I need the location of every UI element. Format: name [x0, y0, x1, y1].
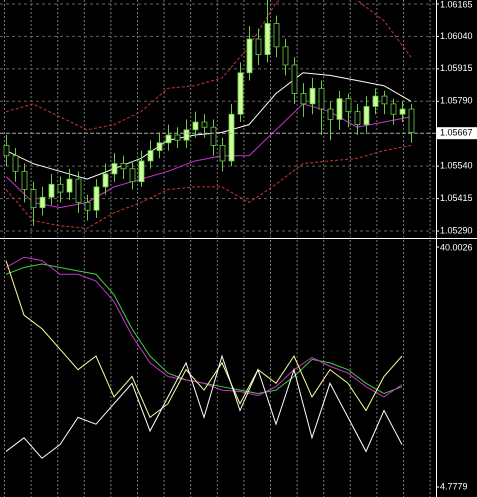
candle-body	[84, 202, 91, 211]
y-tick-label: 1.05290	[440, 225, 473, 235]
y-tick-label: 40.0026	[440, 242, 473, 252]
candle-body	[372, 95, 379, 107]
candle-body	[138, 160, 145, 183]
candle-body	[129, 168, 136, 183]
candle-body	[228, 113, 235, 162]
candle-body	[102, 173, 109, 188]
candle-body	[21, 170, 28, 190]
candle-body	[345, 98, 352, 113]
y-tick-label: 1.06040	[440, 31, 473, 41]
candle-body	[408, 108, 415, 133]
candle-body	[183, 129, 190, 141]
candle-body	[48, 183, 55, 198]
candle-body	[210, 126, 217, 146]
y-tick-label: 1.05790	[440, 96, 473, 106]
y-tick-label: 1.06165	[440, 0, 473, 9]
pane	[0, 0, 436, 232]
y-tick-label: 1.05415	[440, 193, 473, 203]
current-price-box	[437, 127, 477, 140]
candle-body	[57, 183, 64, 193]
pane	[5, 256, 403, 459]
candle-body	[93, 186, 100, 211]
y-tick-label: 1.05915	[440, 63, 473, 73]
candle-body	[237, 72, 244, 115]
candle-body	[192, 121, 199, 131]
candle-body	[174, 134, 181, 141]
candle-body	[156, 142, 163, 151]
candle-body	[75, 178, 82, 203]
candle-body	[291, 64, 298, 94]
candle-body	[246, 38, 253, 74]
candle-body	[354, 111, 361, 126]
candle-body	[219, 144, 226, 162]
candle-body	[381, 95, 388, 105]
indicator-line	[5, 256, 403, 398]
candle-body	[201, 121, 208, 128]
candle-body	[363, 106, 370, 126]
candle-body	[318, 87, 325, 110]
candle-body	[120, 163, 127, 170]
candle-body	[165, 134, 172, 144]
candle-body	[39, 196, 46, 209]
indicator-line	[5, 144, 412, 229]
candle-body	[300, 93, 307, 105]
candle-body	[282, 46, 289, 66]
indicator-line	[5, 103, 412, 209]
indicator-line	[5, 72, 412, 180]
candle-body	[66, 178, 73, 193]
candle-body	[309, 87, 316, 105]
indicator-line	[5, 0, 412, 131]
candle-body	[255, 38, 262, 55]
y-tick-label: 4.7779	[440, 481, 468, 491]
candle-body	[147, 150, 154, 162]
candle-body	[12, 155, 19, 172]
current-price-label: 1.05667	[440, 128, 473, 138]
candle-body	[327, 108, 334, 120]
vertical-grid	[0, 0, 436, 237]
candle-body	[3, 144, 10, 157]
candle-body	[399, 108, 406, 115]
candle-body	[390, 103, 397, 115]
candle-body	[336, 98, 343, 120]
indicator-line	[5, 354, 403, 459]
candle-body	[111, 163, 118, 175]
candle-body	[273, 23, 280, 48]
y-tick-label: 1.05540	[440, 161, 473, 171]
indicator-line	[5, 260, 403, 419]
candle-body	[264, 23, 271, 55]
candle-body	[30, 189, 37, 209]
